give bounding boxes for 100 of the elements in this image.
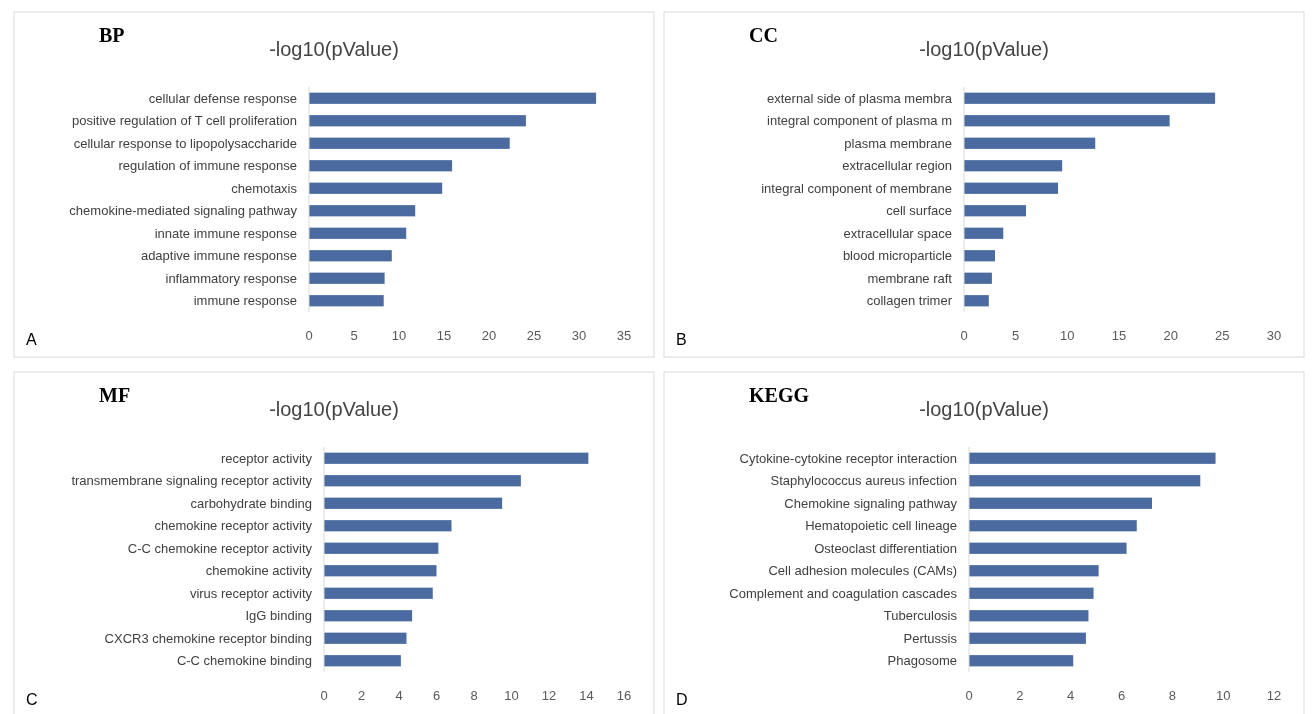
bar: [964, 250, 995, 262]
text: D: [676, 691, 688, 708]
bar: [969, 542, 1127, 554]
x-tick-label: 4: [1067, 688, 1075, 703]
bar: [969, 452, 1216, 464]
x-tick-label: 5: [350, 328, 358, 343]
bar: [324, 565, 437, 577]
bar: [969, 655, 1074, 667]
x-tick-label: 20: [481, 328, 497, 343]
x-tick-label: 8: [470, 688, 478, 703]
text: MF: [99, 384, 131, 406]
text: B: [676, 331, 687, 348]
bar: [309, 182, 443, 194]
bar: [324, 520, 452, 532]
bar: [969, 587, 1094, 599]
y-tick-label: cell surface: [886, 203, 952, 219]
x-tick-label: 14: [579, 688, 594, 703]
y-tick-label: blood microparticle: [842, 248, 952, 264]
x-tick-label: 0: [965, 688, 973, 703]
bar: [969, 565, 1099, 577]
bar: [964, 227, 1004, 239]
bar: [309, 160, 453, 172]
x-tick-label: 0: [960, 328, 968, 343]
y-tick-label: innate immune response: [154, 225, 297, 241]
y-tick-label: adaptive immune response: [140, 248, 297, 264]
x-tick-label: 10: [1215, 688, 1231, 703]
x-tick-label: 2: [357, 688, 366, 703]
y-tick-label: extracellular space: [843, 225, 952, 241]
y-tick-label: Cell adhesion molecules (CAMs): [768, 563, 957, 579]
y-tick-label: chemokine activity: [205, 563, 313, 579]
y-tick-label: inflammatory response: [165, 270, 297, 286]
y-tick-label: chemokine-mediated signaling pathway: [69, 203, 298, 219]
bar: [324, 632, 407, 644]
y-tick-label: Hematopoietic cell lineage: [805, 518, 957, 534]
x-tick-label: 4: [395, 688, 403, 703]
bar: [324, 542, 439, 554]
x-tick-label: 0: [305, 328, 313, 343]
y-tick-label: membrane raft: [867, 270, 953, 286]
x-tick-label: 10: [504, 688, 519, 703]
x-tick-label: 0: [320, 688, 328, 703]
y-tick-label: integral component of membrane: [761, 180, 952, 196]
x-tick-label: 25: [1215, 328, 1230, 343]
bar: [964, 182, 1059, 194]
bar: [969, 520, 1137, 532]
bar: [309, 115, 526, 127]
bar: [309, 250, 392, 262]
x-tick-label: 20: [1163, 328, 1178, 343]
x-tick-label: 6: [432, 688, 441, 703]
y-tick-label: Staphylococcus aureus infection: [770, 473, 957, 489]
bar: [969, 497, 1152, 509]
bar: [309, 137, 510, 149]
x-tick-label: 6: [1117, 688, 1126, 703]
y-tick-label: Osteoclast differentiation: [814, 540, 957, 556]
bar: [309, 227, 407, 239]
bar: [324, 452, 589, 464]
chart-subtitle: -log10(pValue): [919, 398, 1049, 420]
y-tick-label: receptor activity: [220, 450, 313, 466]
bar: [964, 272, 992, 284]
bar: [964, 92, 1216, 104]
x-tick-label: 10: [391, 328, 407, 343]
bar: [964, 205, 1026, 217]
y-tick-label: immune response: [193, 293, 297, 309]
chart-subtitle: -log10(pValue): [269, 38, 399, 60]
y-tick-label: virus receptor activity: [189, 585, 313, 601]
y-tick-label: transmembrane signaling receptor activity: [71, 473, 313, 489]
chart-subtitle: -log10(pValue): [919, 38, 1049, 60]
y-tick-label: Tuberculosis: [883, 608, 958, 624]
y-tick-label: integral component of plasma m: [767, 113, 952, 129]
x-tick-label: 12: [1266, 688, 1282, 703]
bar: [324, 655, 401, 667]
y-tick-label: Phagosome: [887, 653, 957, 669]
bar: [309, 92, 597, 104]
x-tick-label: 15: [1111, 328, 1127, 343]
y-tick-label: cellular response to lipopolysaccharide: [73, 135, 297, 151]
y-tick-label: chemokine receptor activity: [154, 518, 313, 534]
bar: [969, 632, 1086, 644]
bar: [324, 497, 503, 509]
bar: [324, 587, 433, 599]
y-tick-label: collagen trimer: [866, 293, 953, 309]
y-tick-label: positive regulation of T cell proliferation: [72, 113, 297, 129]
x-tick-label: 2: [1016, 688, 1024, 703]
y-tick-label: cellular defense response: [148, 90, 297, 106]
y-tick-label: chemotaxis: [231, 180, 298, 196]
y-tick-label: plasma membrane: [844, 135, 952, 151]
y-tick-label: regulation of immune response: [118, 158, 297, 174]
y-tick-label: carbohydrate binding: [190, 495, 312, 511]
y-tick-label: external side of plasma membra: [767, 90, 953, 106]
bar: [324, 610, 413, 622]
x-tick-label: 30: [571, 328, 587, 343]
x-tick-label: 15: [436, 328, 452, 343]
bar: [324, 475, 521, 487]
bar: [964, 295, 989, 307]
chart-subtitle: -log10(pValue): [269, 398, 399, 420]
text: CC: [749, 24, 778, 46]
y-tick-label: IgG binding: [245, 608, 312, 624]
text: C: [26, 691, 38, 708]
y-tick-label: CXCR3 chemokine receptor binding: [104, 630, 312, 646]
text: KEGG: [749, 384, 810, 406]
x-tick-label: 35: [616, 328, 632, 343]
bar: [309, 272, 385, 284]
